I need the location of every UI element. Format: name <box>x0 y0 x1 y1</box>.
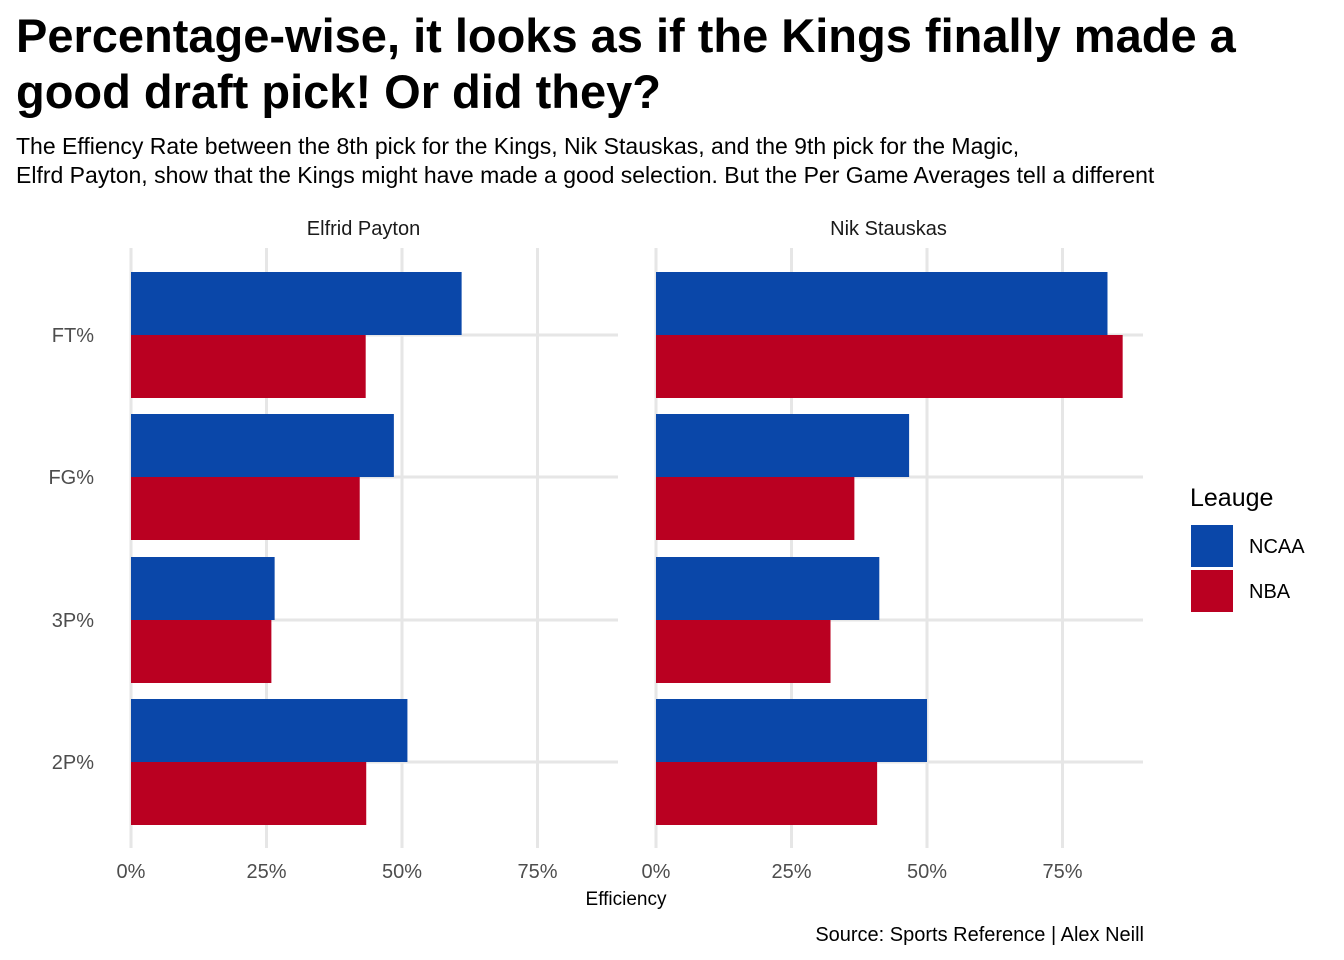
bar-ncaa-fgpct <box>131 414 394 477</box>
x-tick-label: 75% <box>517 861 557 883</box>
legend-swatch-nba <box>1191 570 1233 612</box>
bar-nba-2ppct <box>131 762 367 825</box>
bar-ncaa-ftpct <box>131 272 462 335</box>
bar-nba-fgpct <box>131 477 360 540</box>
x-tick-label: 0% <box>642 861 671 883</box>
y-tick-label: 3P% <box>52 610 94 632</box>
chart-subtitle: The Effiency Rate between the 8th pick f… <box>16 133 1155 188</box>
bar-ncaa-fgpct <box>656 414 910 477</box>
legend-swatch-ncaa <box>1191 525 1233 567</box>
bar-nba-3ppct <box>131 620 272 683</box>
x-tick-label: 75% <box>1042 861 1082 883</box>
bar-ncaa-3ppct <box>131 557 275 620</box>
x-tick-label: 50% <box>382 861 422 883</box>
chart-caption: Source: Sports Reference | Alex Neill <box>815 924 1144 946</box>
bar-nba-fgpct <box>656 477 855 540</box>
bar-ncaa-ftpct <box>656 272 1108 335</box>
y-tick-label: FT% <box>52 325 94 347</box>
x-tick-label: 0% <box>117 861 146 883</box>
x-axis-title: Efficiency <box>586 889 667 910</box>
facet-label: Elfrid Payton <box>307 218 420 240</box>
bar-ncaa-2ppct <box>656 699 927 762</box>
facet-panel: Elfrid Payton 0% 25% 50% 75% <box>117 218 618 883</box>
y-tick-label: FG% <box>48 467 94 489</box>
bar-ncaa-2ppct <box>131 699 408 762</box>
bar-nba-2ppct <box>656 762 878 825</box>
chart-title: Percentage-wise, it looks as if the King… <box>16 9 1236 118</box>
x-tick-label: 25% <box>771 861 811 883</box>
y-tick-label: 2P% <box>52 752 94 774</box>
bar-ncaa-3ppct <box>656 557 880 620</box>
legend-title: Leauge <box>1190 484 1273 512</box>
bar-nba-ftpct <box>656 335 1123 398</box>
x-tick-label: 25% <box>246 861 286 883</box>
bar-nba-ftpct <box>131 335 366 398</box>
facet-label: Nik Stauskas <box>830 218 947 240</box>
legend-label: NBA <box>1249 581 1291 603</box>
legend-label: NCAA <box>1249 536 1305 558</box>
facet-panel: Nik Stauskas 0% 25% 50% 75% <box>642 218 1143 883</box>
bar-nba-3ppct <box>656 620 831 683</box>
legend: Leauge NCAA NBA <box>1190 484 1305 612</box>
x-tick-label: 50% <box>907 861 947 883</box>
